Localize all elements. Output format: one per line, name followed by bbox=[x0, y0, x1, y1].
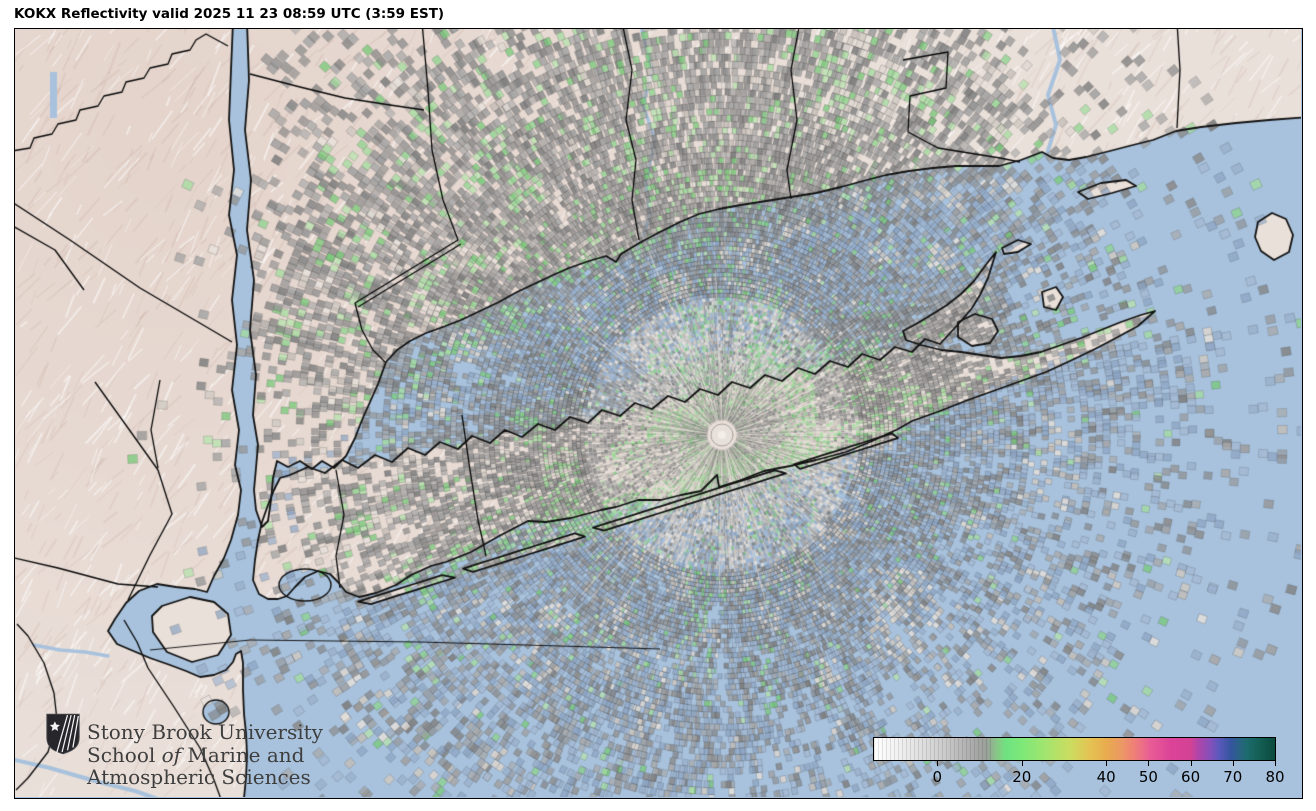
colorbar-striations bbox=[874, 738, 995, 760]
credit-line2-italic: of bbox=[161, 742, 182, 767]
credit-line2-pre: School bbox=[87, 742, 162, 767]
stony-brook-logo bbox=[45, 712, 81, 760]
credit-text: Stony Brook University School of Marine … bbox=[87, 721, 323, 789]
colorbar-tick-label: 60 bbox=[1181, 768, 1201, 786]
credit-line1: Stony Brook University bbox=[87, 720, 323, 744]
colorbar-tick bbox=[1106, 761, 1108, 766]
colorbar-tick-label: 70 bbox=[1223, 768, 1243, 786]
colorbar-tick bbox=[1232, 761, 1234, 766]
colorbar-tick bbox=[1190, 761, 1192, 766]
colorbar: 0 20 40 50 60 70 80 bbox=[873, 737, 1285, 786]
credit-line2-post: Marine and bbox=[181, 742, 305, 767]
colorbar-tick bbox=[1275, 761, 1276, 766]
colorbar-gradient bbox=[873, 737, 1276, 761]
colorbar-tick bbox=[1021, 761, 1023, 766]
university-shield-icon bbox=[46, 713, 80, 755]
radar-map-canvas bbox=[15, 29, 1301, 797]
map-title: KOKX Reflectivity valid 2025 11 23 08:59… bbox=[14, 6, 445, 22]
colorbar-tick-label: 0 bbox=[932, 768, 943, 786]
colorbar-tick-label: 40 bbox=[1096, 768, 1116, 786]
credit-line2: School of Marine and bbox=[87, 742, 323, 767]
colorbar-tick-label: 20 bbox=[1012, 768, 1032, 786]
colorbar-tick bbox=[1148, 761, 1150, 766]
colorbar-tick-label: 80 bbox=[1265, 768, 1285, 786]
colorbar-tick-label: 50 bbox=[1138, 768, 1158, 786]
colorbar-tick bbox=[937, 761, 939, 766]
credit-line3: Atmospheric Sciences bbox=[87, 765, 311, 789]
